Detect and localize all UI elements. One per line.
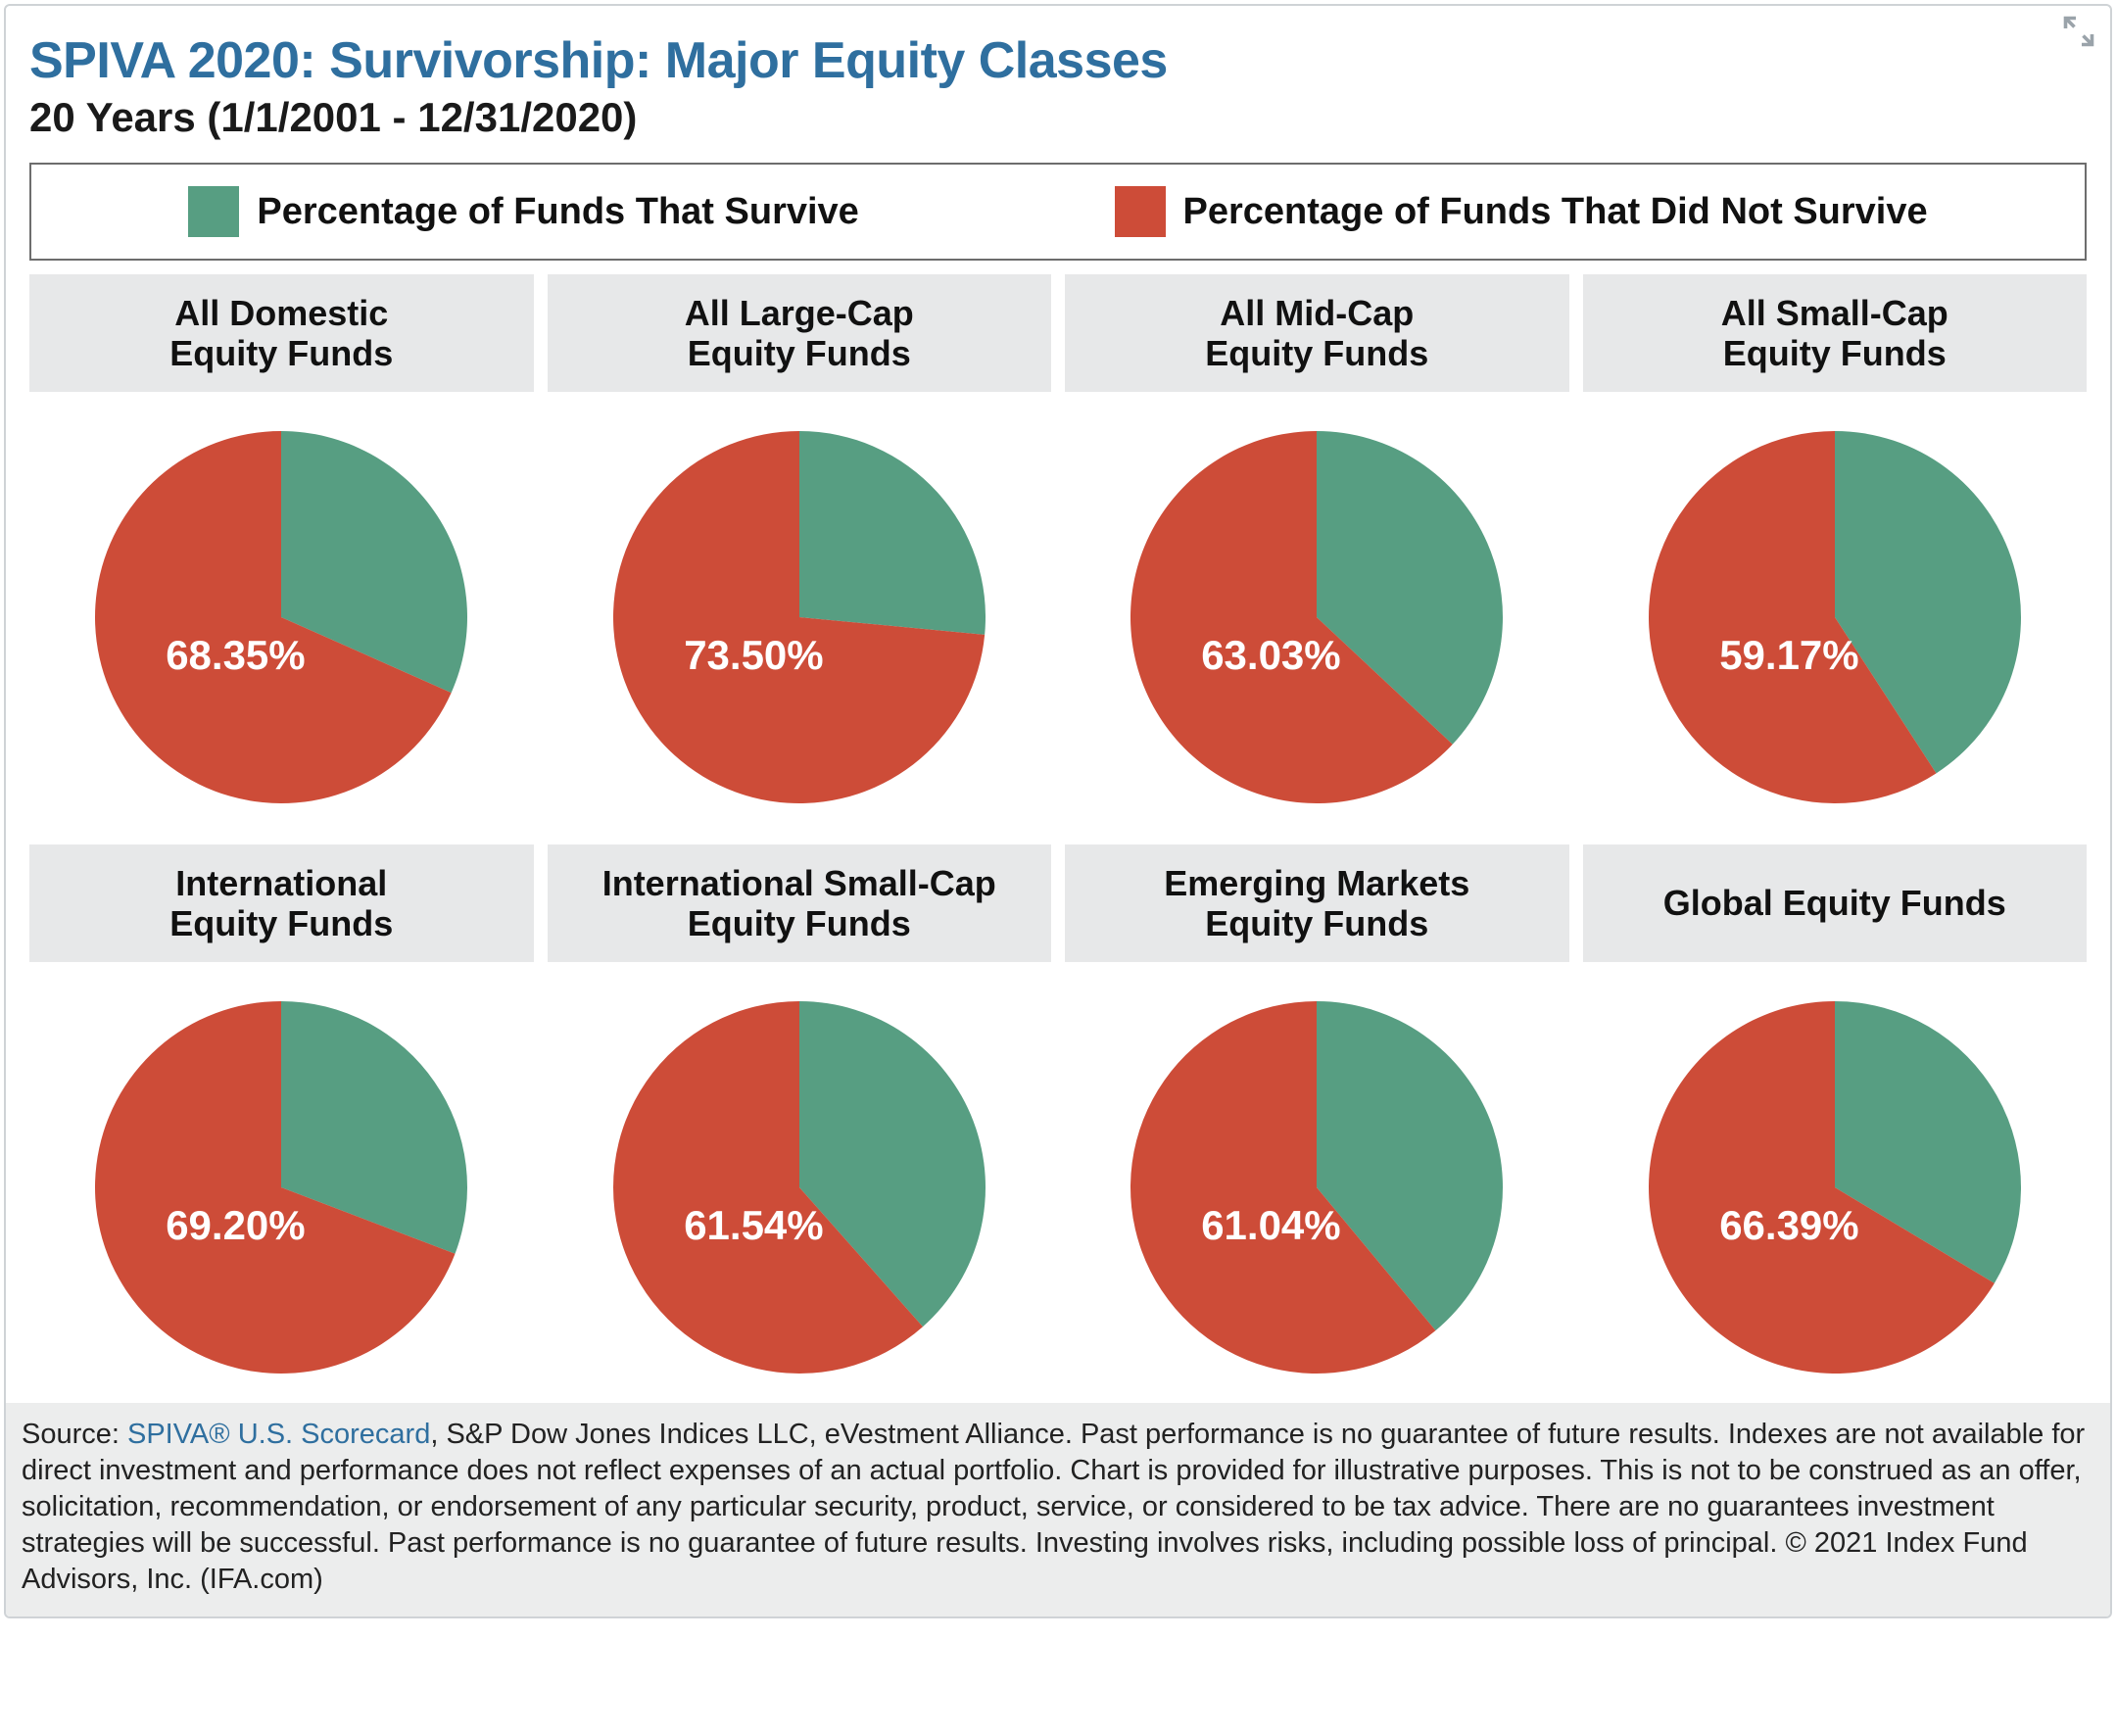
pie-cell: All Small-CapEquity Funds 59.17% (1583, 274, 2088, 833)
pie-chart: 69.20% (29, 962, 534, 1403)
legend-swatch-survive (188, 186, 239, 237)
pie-header: International Small-CapEquity Funds (548, 844, 1052, 962)
pie-header: All DomesticEquity Funds (29, 274, 534, 392)
pie-cell: Global Equity Funds 66.39% (1583, 844, 2088, 1403)
chart-card-outer: SPIVA 2020: Survivorship: Major Equity C… (0, 0, 2116, 1622)
footer-source-link[interactable]: SPIVA® U.S. Scorecard (127, 1419, 430, 1450)
pie-pct-label: 66.39% (1719, 1202, 1858, 1248)
pie-pct-label: 73.50% (684, 632, 823, 678)
legend-label-not-survive: Percentage of Funds That Did Not Survive (1183, 191, 1928, 233)
chart-card: SPIVA 2020: Survivorship: Major Equity C… (4, 4, 2112, 1618)
pie-chart: 68.35% (29, 392, 534, 833)
legend-label-survive: Percentage of Funds That Survive (257, 191, 858, 233)
pie-pct-label: 69.20% (166, 1202, 305, 1248)
pie-cell: All DomesticEquity Funds 68.35% (29, 274, 534, 833)
pie-chart: 61.04% (1065, 962, 1569, 1403)
pie-cell: International Small-CapEquity Funds 61.54… (548, 844, 1052, 1403)
pie-cell: All Mid-CapEquity Funds 63.03% (1065, 274, 1569, 833)
pie-chart: 61.54% (548, 962, 1052, 1403)
pie-header: Global Equity Funds (1583, 844, 2088, 962)
legend-swatch-not-survive (1115, 186, 1166, 237)
pie-pct-label: 59.17% (1719, 632, 1858, 678)
pie-header: All Large-CapEquity Funds (548, 274, 1052, 392)
pie-slice-survive (799, 431, 986, 635)
pie-header: All Mid-CapEquity Funds (1065, 274, 1569, 392)
pie-chart: 63.03% (1065, 392, 1569, 833)
pie-header: InternationalEquity Funds (29, 844, 534, 962)
legend-item-not-survive: Percentage of Funds That Did Not Survive (1115, 186, 1928, 237)
pie-chart: 73.50% (548, 392, 1052, 833)
pie-chart: 66.39% (1583, 962, 2088, 1403)
pie-pct-label: 68.35% (166, 632, 305, 678)
pie-cell: Emerging MarketsEquity Funds 61.04% (1065, 844, 1569, 1403)
legend: Percentage of Funds That Survive Percent… (29, 163, 2087, 261)
pie-cell: InternationalEquity Funds 69.20% (29, 844, 534, 1403)
pie-pct-label: 61.54% (684, 1202, 823, 1248)
pie-header: All Small-CapEquity Funds (1583, 274, 2088, 392)
chart-subtitle: 20 Years (1/1/2001 - 12/31/2020) (29, 94, 2087, 141)
footer-prefix: Source: (22, 1419, 127, 1450)
pie-pct-label: 61.04% (1201, 1202, 1340, 1248)
chart-title: SPIVA 2020: Survivorship: Major Equity C… (29, 31, 2087, 90)
pie-chart: 59.17% (1583, 392, 2088, 833)
source-footer: Source: SPIVA® U.S. Scorecard, S&P Dow J… (6, 1403, 2110, 1616)
legend-item-survive: Percentage of Funds That Survive (188, 186, 858, 237)
expand-icon[interactable] (2061, 14, 2096, 49)
pie-header: Emerging MarketsEquity Funds (1065, 844, 1569, 962)
pie-grid: All DomesticEquity Funds 68.35% All Large-… (29, 274, 2087, 1403)
pie-cell: All Large-CapEquity Funds 73.50% (548, 274, 1052, 833)
pie-pct-label: 63.03% (1201, 632, 1340, 678)
